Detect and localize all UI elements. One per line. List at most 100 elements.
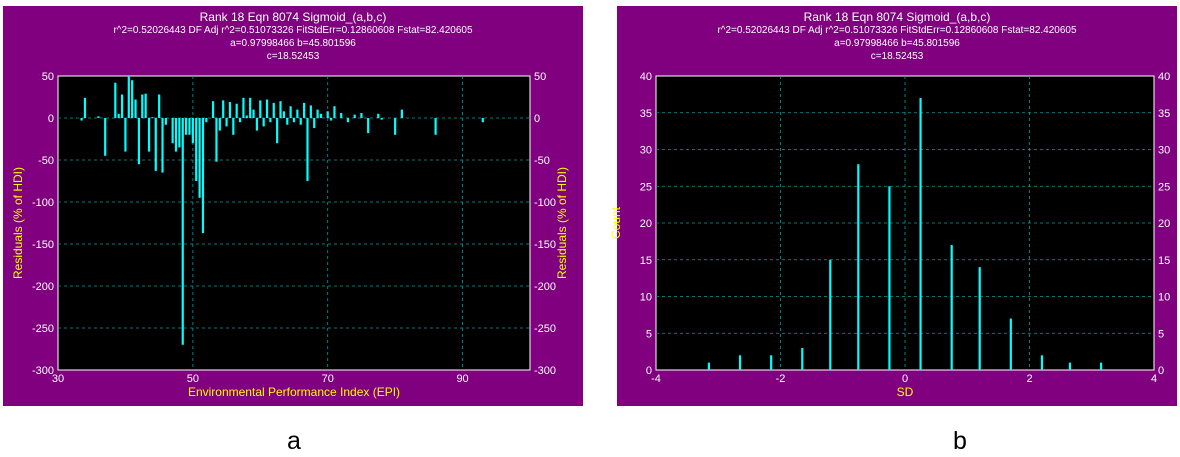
bar: [117, 113, 120, 118]
chart-param-c-line: c=18.52453: [266, 51, 320, 62]
x-tick-label: -2: [776, 373, 786, 385]
bar: [857, 164, 860, 370]
bar: [299, 118, 302, 125]
bar: [272, 102, 275, 118]
bar: [346, 118, 350, 123]
bar: [259, 100, 262, 118]
x-tick-label: 90: [456, 373, 468, 385]
bar: [228, 102, 232, 118]
y-tick-label-right: 10: [1158, 292, 1170, 304]
bar: [319, 113, 323, 118]
bar: [171, 118, 174, 144]
bar: [282, 111, 285, 118]
bar: [131, 80, 134, 118]
y-tick-label-left: 40: [640, 71, 652, 83]
y-tick-label-left: 30: [640, 145, 652, 157]
bar: [919, 98, 922, 371]
bar: [80, 118, 83, 121]
bar: [164, 118, 167, 125]
y-tick-label-left: 0: [646, 365, 652, 377]
bar: [950, 245, 953, 370]
bar: [377, 113, 380, 118]
bar: [238, 118, 242, 123]
chart-params-line: a=0.97998466 b=45.801596: [834, 38, 960, 49]
y-tick-label-left: -150: [32, 239, 54, 251]
bar: [329, 118, 333, 121]
bar: [829, 259, 832, 370]
bar: [340, 112, 343, 118]
y-tick-label-right: 0: [534, 113, 540, 125]
x-tick-label: 0: [902, 373, 908, 385]
y-tick-label-right: -300: [534, 365, 556, 377]
bar: [151, 117, 154, 119]
bar: [120, 94, 124, 118]
x-tick-label: 2: [1026, 373, 1032, 385]
bar: [265, 99, 269, 118]
bar: [888, 186, 891, 370]
y-tick-label-right: 0: [1158, 365, 1164, 377]
y-tick-label-left: -100: [32, 197, 54, 209]
residuals-chart: 30 50 70 90 50 50 0 0 -50 -50 -100 -100 -150 -150 -200…: [11, 71, 569, 399]
bar: [289, 106, 292, 118]
bar: [222, 100, 225, 118]
x-tick-label: 70: [322, 373, 334, 385]
y-tick-label-left: 10: [640, 292, 652, 304]
bar: [276, 118, 279, 144]
histogram-panel: Rank 18 Eqn 8074 Sigmoid_(a,b,c) r^2=0.5…: [609, 6, 1180, 406]
bar: [114, 82, 117, 118]
y-tick-label-left: 0: [48, 113, 54, 125]
bar: [394, 118, 397, 135]
x-tick-label: 30: [52, 373, 64, 385]
bar: [205, 118, 208, 123]
y-tick-label-left: 20: [640, 218, 652, 230]
y-tick-label-left: -200: [32, 281, 54, 293]
y-tick-label-right: -150: [534, 239, 556, 251]
bar: [144, 93, 147, 118]
bar: [137, 118, 141, 165]
bar: [235, 103, 238, 118]
bar: [770, 355, 773, 370]
bar: [279, 101, 282, 118]
bar: [178, 118, 181, 148]
bar: [218, 118, 221, 131]
bar: [242, 97, 245, 118]
bar: [104, 118, 107, 156]
y-tick-label-right: 40: [1158, 71, 1170, 83]
bar: [174, 118, 178, 152]
bar: [232, 118, 235, 135]
bar: [83, 97, 87, 118]
bar: [1040, 355, 1044, 370]
bar: [191, 118, 194, 144]
y-tick-label-right: -50: [534, 155, 550, 167]
y-tick-label-left: 50: [42, 71, 54, 83]
bar: [1009, 318, 1012, 370]
y-tick-label-left: 15: [640, 255, 652, 267]
y-tick-label-left: 35: [640, 108, 652, 120]
y-tick-label-right: 50: [534, 71, 546, 83]
bar: [367, 118, 370, 134]
bar: [1068, 362, 1072, 370]
y-tick-label-right: -200: [534, 281, 556, 293]
chart-title: Rank 18 Eqn 8074 Sigmoid_(a,b,c): [199, 10, 387, 24]
bar: [296, 109, 299, 118]
y-tick-label-left: 5: [646, 328, 652, 340]
bar: [326, 111, 329, 118]
y-tick-label-right: -100: [534, 197, 556, 209]
bar: [1099, 362, 1103, 370]
plot-area: [57, 75, 531, 371]
bar: [481, 118, 484, 123]
y-tick-label-right: -250: [534, 323, 556, 335]
bar: [707, 362, 711, 370]
x-axis-label: SD: [897, 385, 914, 399]
bar: [195, 118, 198, 181]
bar: [181, 118, 184, 345]
bar: [185, 118, 188, 135]
y-axis-label-right: Residuals (% of HDI): [555, 167, 569, 279]
y-tick-label-left: -50: [38, 155, 54, 167]
bar: [434, 118, 437, 135]
bar: [262, 118, 265, 127]
bar: [97, 116, 100, 118]
x-tick-label: -4: [651, 373, 661, 385]
x-tick-label: 50: [187, 373, 199, 385]
